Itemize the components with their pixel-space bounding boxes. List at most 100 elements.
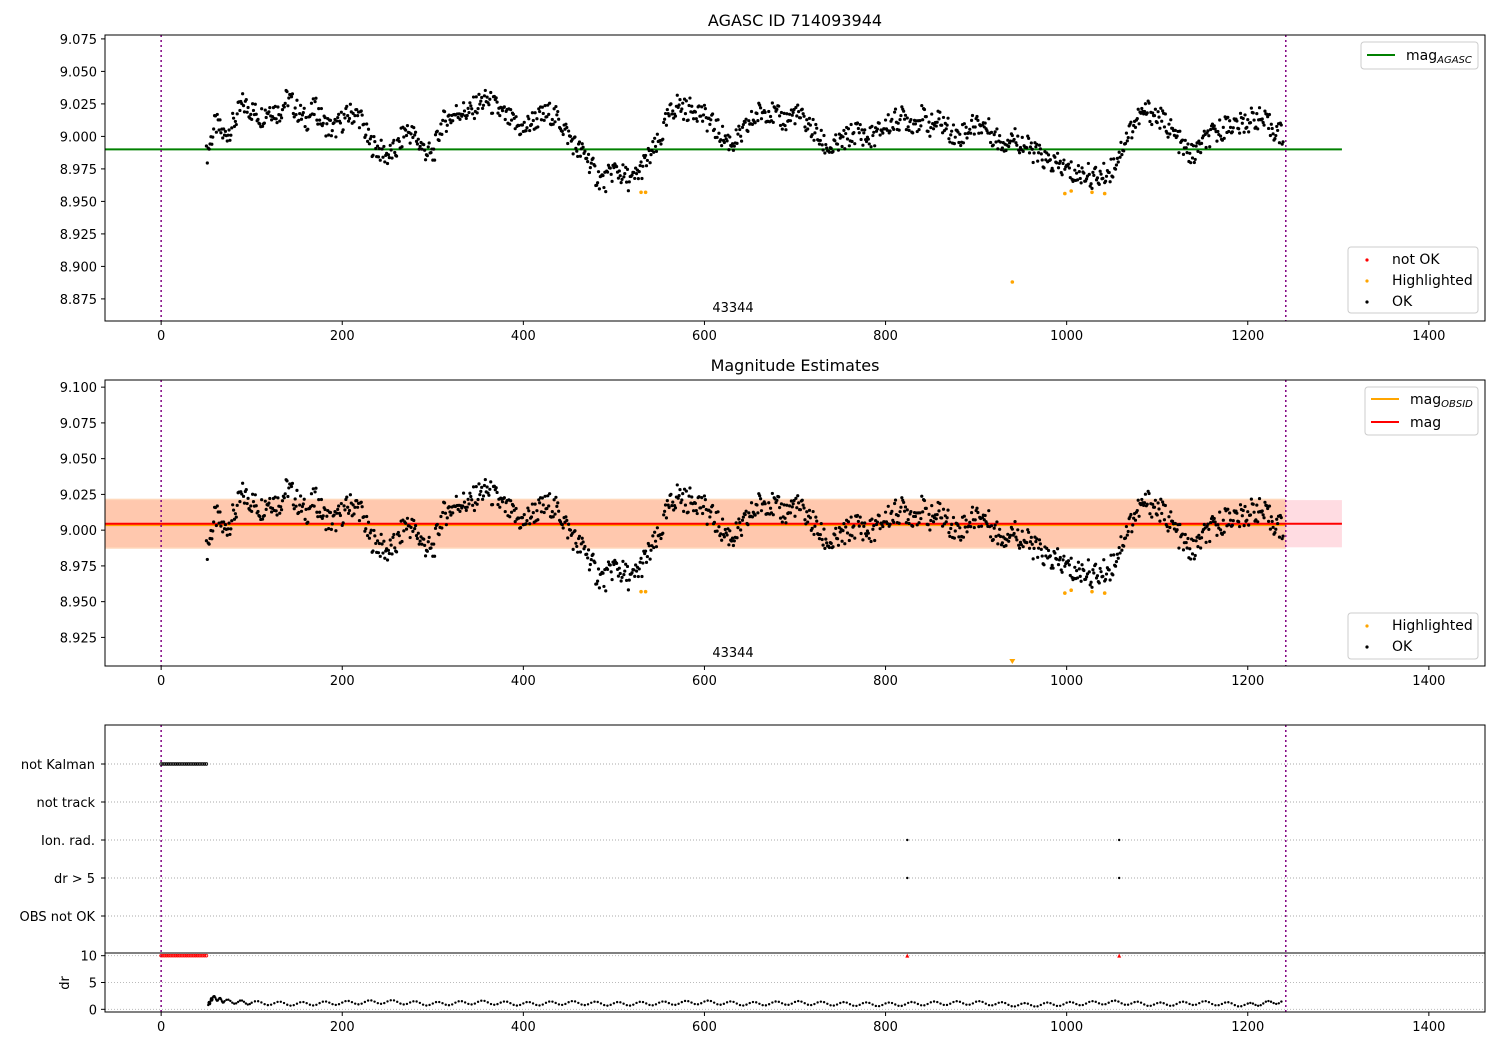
data-point-ok: [476, 106, 480, 111]
data-point-ok: [640, 176, 644, 181]
data-point-ok: [330, 129, 334, 133]
data-point-ok: [739, 134, 743, 138]
data-point-ok: [833, 139, 837, 143]
dr-point: [1214, 1004, 1217, 1007]
data-point-ok: [940, 516, 944, 520]
data-point-ok: [791, 502, 795, 506]
data-point-ok: [677, 103, 681, 107]
data-point-ok: [725, 139, 729, 143]
data-point-ok: [293, 106, 297, 110]
data-point-ok: [545, 115, 549, 119]
data-point-ok: [226, 133, 230, 137]
data-point-ok: [610, 179, 614, 183]
data-point-ok: [720, 517, 725, 521]
data-point-ok: [1271, 132, 1275, 136]
data-point-ok: [245, 110, 249, 114]
data-point-ok: [1256, 127, 1260, 131]
data-point-ok: [787, 112, 792, 116]
data-point-ok: [638, 560, 642, 564]
dr-point: [334, 1003, 337, 1007]
data-point-ok: [627, 578, 631, 582]
dr-point: [738, 1003, 742, 1007]
data-point-ok: [1076, 560, 1081, 564]
data-point-ok: [494, 96, 498, 100]
dr-point: [654, 1003, 658, 1006]
data-point-ok: [254, 112, 258, 116]
dr-point: [292, 1003, 295, 1007]
data-point-ok: [609, 570, 613, 574]
y-tick-label: 9.000: [60, 524, 97, 539]
dr-point: [648, 1003, 651, 1007]
data-point-ok: [338, 121, 343, 125]
data-point-ok: [376, 551, 381, 555]
data-point-ok: [596, 567, 601, 571]
data-point-ok: [1084, 177, 1089, 181]
data-point-ok: [418, 144, 422, 148]
data-point-ok: [719, 138, 723, 142]
data-point-ok: [483, 88, 487, 93]
data-point-ok: [759, 509, 764, 513]
dr-point: [1146, 1004, 1149, 1007]
flag-marker: [188, 762, 192, 766]
data-point-ok: [280, 108, 285, 112]
data-point-ok: [474, 95, 478, 99]
data-point-ok: [739, 533, 744, 537]
data-point-ok: [378, 158, 382, 162]
data-point-ok: [861, 143, 865, 147]
p1-y-ticks: 8.8758.9008.9258.9508.9759.0009.0259.050…: [60, 33, 105, 308]
data-point-ok: [1084, 577, 1088, 581]
data-point-ok: [538, 501, 542, 505]
data-point-ok: [622, 573, 626, 577]
dr-point: [764, 1004, 768, 1007]
dr-point: [939, 1002, 942, 1005]
data-point-ok: [1246, 510, 1250, 514]
data-point-ok: [1087, 570, 1091, 574]
dr-point: [590, 1001, 593, 1004]
data-point-ok: [214, 130, 218, 134]
data-point-ok: [770, 101, 774, 105]
data-point-ok: [814, 122, 818, 127]
data-point-ok: [926, 523, 930, 527]
dr-point: [344, 999, 347, 1003]
dr-point: [606, 1004, 609, 1007]
dr-point: [1181, 1000, 1185, 1003]
data-point-ok: [843, 147, 847, 151]
data-point-ok: [790, 505, 794, 509]
data-point-ok: [385, 558, 390, 562]
data-point-ok: [991, 538, 995, 542]
data-point-ok: [969, 510, 974, 515]
dr-point: [528, 1000, 532, 1004]
data-point-ok: [790, 113, 794, 117]
data-point-ok: [589, 557, 593, 562]
data-point-ok: [842, 128, 846, 133]
dr-point: [651, 1004, 654, 1007]
data-point-ok: [1266, 126, 1271, 131]
p2-axes-frame: [104, 379, 1486, 667]
data-point-ok: [1020, 529, 1024, 533]
data-point-ok: [639, 160, 643, 164]
x-tick-label: 400: [511, 329, 536, 344]
data-point-ok: [1017, 546, 1022, 550]
legend-not-ok-label: not OK: [1392, 252, 1440, 268]
data-point-ok: [483, 477, 487, 482]
data-point-ok: [482, 94, 487, 98]
data-point-ok: [502, 496, 506, 500]
data-point-ok: [548, 101, 552, 105]
dr-axis-label: dr: [58, 976, 73, 990]
data-point-ok: [961, 535, 966, 539]
data-point-ok: [1230, 523, 1234, 527]
data-point-ok: [1263, 500, 1267, 504]
data-point-ok: [1120, 153, 1124, 157]
data-point-ok: [444, 523, 448, 527]
flag-marker: [182, 762, 187, 766]
dr-point: [994, 1003, 997, 1006]
data-point-ok: [701, 119, 705, 123]
data-point-ok: [221, 136, 225, 140]
data-point-ok: [1062, 158, 1066, 162]
data-point-ok: [794, 496, 798, 500]
data-point-ok: [240, 101, 244, 106]
data-point-highlighted: [1063, 191, 1067, 196]
dr-point: [1162, 1002, 1165, 1005]
data-point-ok: [366, 520, 371, 524]
data-point-ok: [645, 554, 650, 559]
